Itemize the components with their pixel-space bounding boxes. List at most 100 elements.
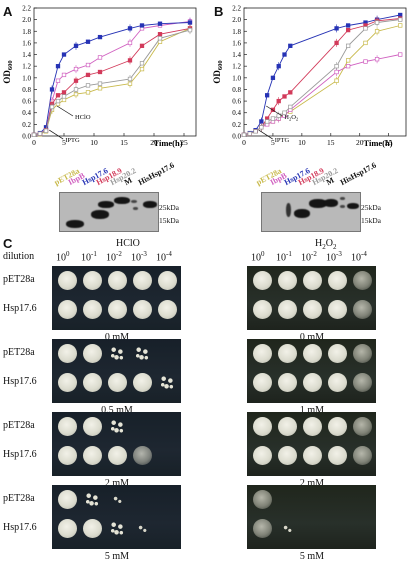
data-point-Hsp17.6 — [139, 23, 145, 28]
x-tick-label: 0 — [32, 138, 36, 147]
strain-label: Hsp17.6 — [3, 376, 37, 387]
strain-label: pET28a — [3, 493, 35, 504]
y-tick-label: 0.0 — [232, 133, 241, 141]
data-point-IbpB — [73, 66, 79, 72]
dilution-header: 10-3 — [131, 250, 147, 264]
y-tick-label: 1.4 — [22, 51, 31, 59]
colony-spot — [303, 446, 322, 465]
data-point-Hsp18.9 — [157, 32, 163, 37]
lane-label: HisHsp17.6 — [338, 160, 378, 187]
data-point-Hsp17.6 — [264, 93, 270, 98]
colony-spot — [58, 344, 77, 363]
x-tick-label: 0 — [242, 138, 246, 147]
dilution-header: 10-2 — [106, 250, 122, 264]
panel-label-c: C — [3, 236, 13, 251]
colony-spot — [253, 446, 272, 465]
data-point-Hsp20.2 — [85, 83, 91, 88]
y-tick-label: 1.6 — [22, 39, 31, 47]
data-point-Hsp17.6 — [97, 34, 103, 40]
dilution-header: 10-4 — [351, 250, 367, 264]
y-tick-label: 1.6 — [232, 39, 241, 47]
data-point-pET28a — [398, 23, 403, 28]
data-point-Hsp18.9 — [139, 43, 145, 48]
colony-spot — [353, 519, 372, 538]
colony-spot — [328, 373, 347, 392]
data-point-Hsp20.2 — [43, 128, 49, 133]
x-tick-label: 10 — [90, 138, 98, 147]
strain-label: pET28a — [3, 274, 35, 285]
colony-spot — [328, 417, 347, 436]
colony-spot — [328, 490, 347, 509]
data-point-Hsp20.2 — [187, 27, 193, 33]
colony-spot — [303, 271, 322, 290]
data-point-Hsp20.2 — [247, 131, 252, 136]
lane-label: M — [324, 175, 336, 187]
data-point-pET28a — [61, 97, 67, 103]
y-tick-label: 0.2 — [22, 121, 31, 129]
colony-spot — [58, 373, 77, 392]
data-point-Hsp20.2 — [270, 116, 276, 121]
strain-label: Hsp17.6 — [3, 303, 37, 314]
colony-spot — [158, 490, 177, 509]
colony-spot — [278, 446, 297, 465]
data-point-Hsp20.2 — [49, 104, 55, 110]
data-point-pET28a — [85, 90, 91, 95]
data-point-IbpB — [127, 40, 133, 46]
data-point-Hsp20.2 — [259, 125, 264, 130]
data-point-Hsp18.9 — [282, 94, 287, 99]
data-point-IbpB — [85, 62, 91, 68]
y-tick-label: 1.0 — [232, 74, 241, 82]
spot-plate — [52, 266, 181, 330]
dilution-header: 10-1 — [276, 250, 292, 264]
colony-spot — [158, 519, 177, 538]
y-tick-label: 0.6 — [232, 98, 241, 106]
data-point-Hsp17.6 — [127, 26, 133, 31]
spot-plate — [247, 266, 376, 330]
concentration-label: 0 mM — [104, 332, 130, 343]
data-point-Hsp20.2 — [61, 94, 67, 99]
spot-plate — [52, 339, 181, 403]
y-tick-label: 1.8 — [22, 28, 31, 36]
x-tick-label: 15 — [327, 138, 335, 147]
dilution-header: 100 — [251, 250, 265, 264]
colony-spot — [253, 271, 272, 290]
colony-spot — [253, 490, 272, 509]
data-point-Hsp18.9 — [55, 93, 61, 98]
annotation-arrow — [258, 129, 273, 140]
colony-spot — [83, 490, 102, 509]
data-point-Hsp17.6 — [345, 23, 351, 28]
y-tick-label: 0.8 — [232, 86, 241, 94]
western-blot-a: pET28a IbpB Hsp17.6 Hsp18.9 Hsp20.2 M HisHsp17… — [53, 148, 215, 232]
data-point-Hsp17.6 — [398, 12, 403, 18]
x-tick-label: 20 — [356, 138, 364, 147]
spot-plate — [52, 412, 181, 476]
colony-spot — [253, 373, 272, 392]
colony-spot — [158, 344, 177, 363]
colony-spot — [133, 344, 152, 363]
data-point-Hsp17.6 — [334, 26, 339, 31]
colony-spot — [278, 519, 297, 538]
data-point-Hsp20.2 — [264, 119, 270, 124]
colony-spot — [108, 373, 127, 392]
data-point-Hsp17.6 — [49, 87, 55, 92]
colony-spot — [58, 446, 77, 465]
western-blot-b: pET28a IbpB Hsp17.6 Hsp18.9 Hsp20.2 M HisHsp17… — [255, 148, 420, 232]
marker-25kda-b: 25kDa — [361, 203, 381, 212]
growth-chart-hclo: 0.0 0.2 0.4 0.6 0.8 1.0 1.2 1.4 1.6 1.8 2.0 2.2 0 5 10… — [2, 5, 197, 148]
concentration-label: 5 mM — [299, 551, 325, 562]
data-point-Hsp17.6 — [61, 52, 67, 57]
colony-spot — [328, 271, 347, 290]
data-point-Hsp20.2 — [398, 17, 403, 22]
colony-spot — [133, 519, 152, 538]
data-point-IbpB — [97, 55, 103, 60]
data-point-IbpB — [398, 52, 403, 57]
colony-spot — [133, 300, 152, 319]
colony-spot — [108, 490, 127, 509]
x-tick-label: 15 — [120, 138, 128, 147]
y-tick-label: 0.8 — [22, 86, 31, 94]
data-point-Hsp18.9 — [276, 98, 281, 104]
data-point-pET28a — [334, 78, 339, 83]
annotation-arrow — [56, 105, 74, 117]
colony-spot — [83, 373, 102, 392]
concentration-label: 1 mM — [299, 405, 325, 416]
